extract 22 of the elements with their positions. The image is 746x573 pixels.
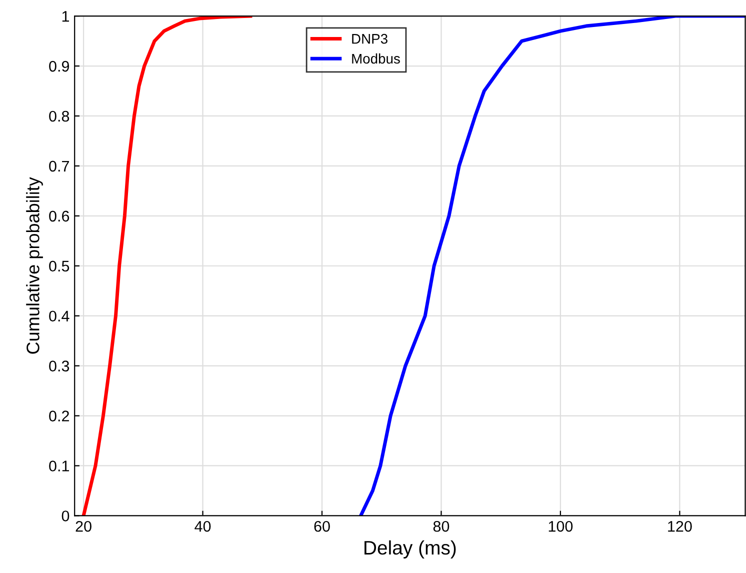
x-tick-label: 120 xyxy=(668,520,692,532)
x-axis-title: Delay (ms) xyxy=(364,540,456,558)
y-tick-label: 1 xyxy=(62,11,69,22)
legend-label: DNP3 xyxy=(352,34,388,44)
y-tick-label: 0.1 xyxy=(49,460,69,472)
y-tick-label: 0.3 xyxy=(49,360,70,372)
y-tick-label: 0.5 xyxy=(49,260,70,272)
x-tick-label: 40 xyxy=(194,520,211,532)
y-tick-label: 0.4 xyxy=(49,310,70,322)
line-series xyxy=(82,16,252,516)
y-tick-label: 0.8 xyxy=(49,110,70,122)
x-tick-label: 60 xyxy=(314,520,330,532)
y-tick-label: 0.9 xyxy=(49,60,70,72)
x-tick-label: 20 xyxy=(76,520,92,532)
x-tick-label: 80 xyxy=(433,520,450,532)
y-tick-label: 0.2 xyxy=(49,410,69,422)
y-tick-label: 0.6 xyxy=(49,210,70,222)
y-axis-title: Cumulative probability xyxy=(26,177,43,354)
y-tick-label: 0.7 xyxy=(49,160,69,172)
legend-label: Modbus xyxy=(352,53,400,64)
y-tick-label: 0 xyxy=(62,510,70,522)
x-tick-label: 100 xyxy=(548,520,573,532)
